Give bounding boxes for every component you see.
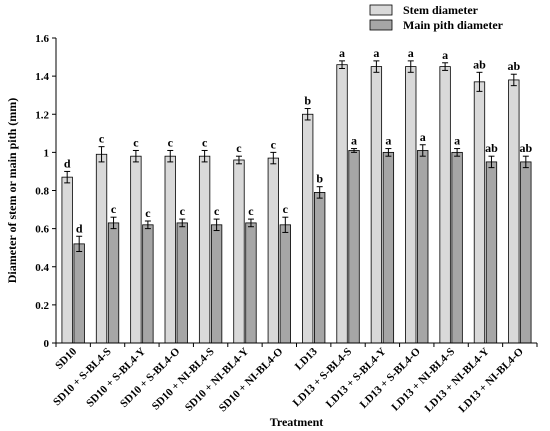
significance-letter: a: [373, 46, 379, 60]
x-tick-label: SD10 + NI-BL4-Y: [183, 346, 251, 414]
legend-swatch: [369, 4, 393, 16]
y-tick-label: 0: [44, 338, 50, 350]
x-tick-label: LD13 + NI-BL4-O: [456, 345, 526, 415]
y-tick-label: 1.2: [35, 109, 49, 121]
x-tick-label: LD13: [293, 345, 320, 372]
significance-letter: ab: [519, 141, 532, 155]
y-tick-label: 1: [44, 147, 50, 159]
significance-letter: a: [408, 46, 414, 60]
legend-label: Main pith diameter: [403, 18, 504, 32]
legend-label: Stem diameter: [403, 3, 479, 17]
bar-pith: [451, 151, 463, 344]
x-tick-label: LD13 + NI-BL4-Y: [422, 346, 491, 415]
significance-letter: c: [180, 204, 186, 218]
significance-letter: a: [351, 134, 357, 148]
bar-stem: [508, 79, 520, 344]
significance-letter: ab: [507, 59, 520, 73]
x-tick-label: LD13 + S-BL4-Y: [324, 346, 389, 411]
bar-pith: [245, 222, 257, 344]
significance-letter: c: [145, 206, 151, 220]
significance-letter: c: [236, 141, 242, 155]
x-tick-label: LD13 + S-BL4-S: [291, 346, 354, 409]
significance-letter: b: [316, 172, 323, 186]
legend-swatch: [369, 19, 393, 31]
bar-pith: [314, 192, 326, 344]
y-tick-label: 1.4: [35, 71, 49, 83]
significance-letter: b: [304, 94, 311, 108]
bar-stem: [302, 113, 314, 344]
bar-stem: [95, 153, 108, 344]
bar-stem: [233, 159, 245, 344]
bar-pith: [520, 161, 532, 344]
significance-letter: ab: [473, 57, 486, 71]
x-tick-label: LD13 + S-BL4-O: [358, 345, 424, 411]
bar-stem: [61, 176, 73, 344]
x-tick-label: SD10 + NI-BL4-O: [217, 345, 286, 414]
bar-stem: [198, 155, 211, 344]
y-axis-label: Diameter of stem or main pith (mm): [5, 98, 19, 284]
bar-stem: [473, 81, 486, 344]
significance-letter: c: [283, 202, 289, 216]
significance-letter: c: [271, 137, 277, 151]
x-tick-label: SD10: [53, 345, 80, 372]
bar-stem: [405, 66, 417, 344]
bar-pith: [348, 150, 360, 344]
bar-stem: [370, 66, 383, 344]
significance-letter: a: [420, 130, 426, 144]
bar-pith: [382, 151, 395, 344]
x-tick-label: LD13 + NI-BL4-S: [389, 346, 457, 414]
significance-letter: c: [202, 135, 208, 149]
bars: d d c c c c c c c c c c c c b b a a a a a a a a ab ab ab ab: [61, 46, 532, 344]
significance-letter: c: [111, 202, 117, 216]
x-tick-label: SD10 + S-BL4-O: [118, 345, 183, 410]
bar-pith: [107, 222, 120, 344]
significance-letter: c: [214, 204, 220, 218]
bar-stem: [130, 155, 142, 344]
bar-stem: [336, 64, 348, 344]
significance-letter: c: [248, 204, 254, 218]
y-tick-labels: 0 0.2 0.4 0.6 0.8 1 1.2 1.4 1.6: [35, 33, 49, 350]
bar-pith: [73, 243, 85, 344]
significance-letter: c: [133, 135, 139, 149]
x-axis-label: Treatment: [270, 415, 324, 429]
significance-letter: c: [99, 132, 105, 146]
bar-pith: [279, 224, 291, 344]
bar-stem: [439, 66, 451, 344]
significance-letter: d: [76, 221, 83, 235]
significance-letter: a: [454, 134, 460, 148]
significance-letter: a: [442, 48, 448, 62]
y-tick-label: 0.8: [35, 186, 49, 198]
y-tick-label: 0.4: [35, 262, 49, 274]
bar-pith: [176, 222, 188, 344]
bar-stem: [267, 157, 279, 344]
significance-letter: a: [339, 46, 345, 60]
significance-letter: d: [64, 156, 71, 170]
bar-pith: [485, 161, 498, 344]
y-tick-label: 0.2: [35, 300, 49, 312]
x-tick-label: SD10 + S-BL4-Y: [84, 346, 148, 410]
significance-letter: c: [168, 135, 174, 149]
bar-pith: [417, 150, 429, 344]
x-tick-label: SD10 + NI-BL4-S: [150, 346, 217, 413]
significance-letter: a: [385, 134, 391, 148]
y-tick-label: 1.6: [35, 33, 49, 45]
bar-pith: [210, 224, 223, 344]
bar-stem: [164, 155, 176, 344]
bar-pith: [142, 224, 154, 344]
significance-letter: ab: [485, 141, 498, 155]
axes: [52, 37, 538, 347]
y-tick-label: 0.6: [35, 224, 49, 236]
